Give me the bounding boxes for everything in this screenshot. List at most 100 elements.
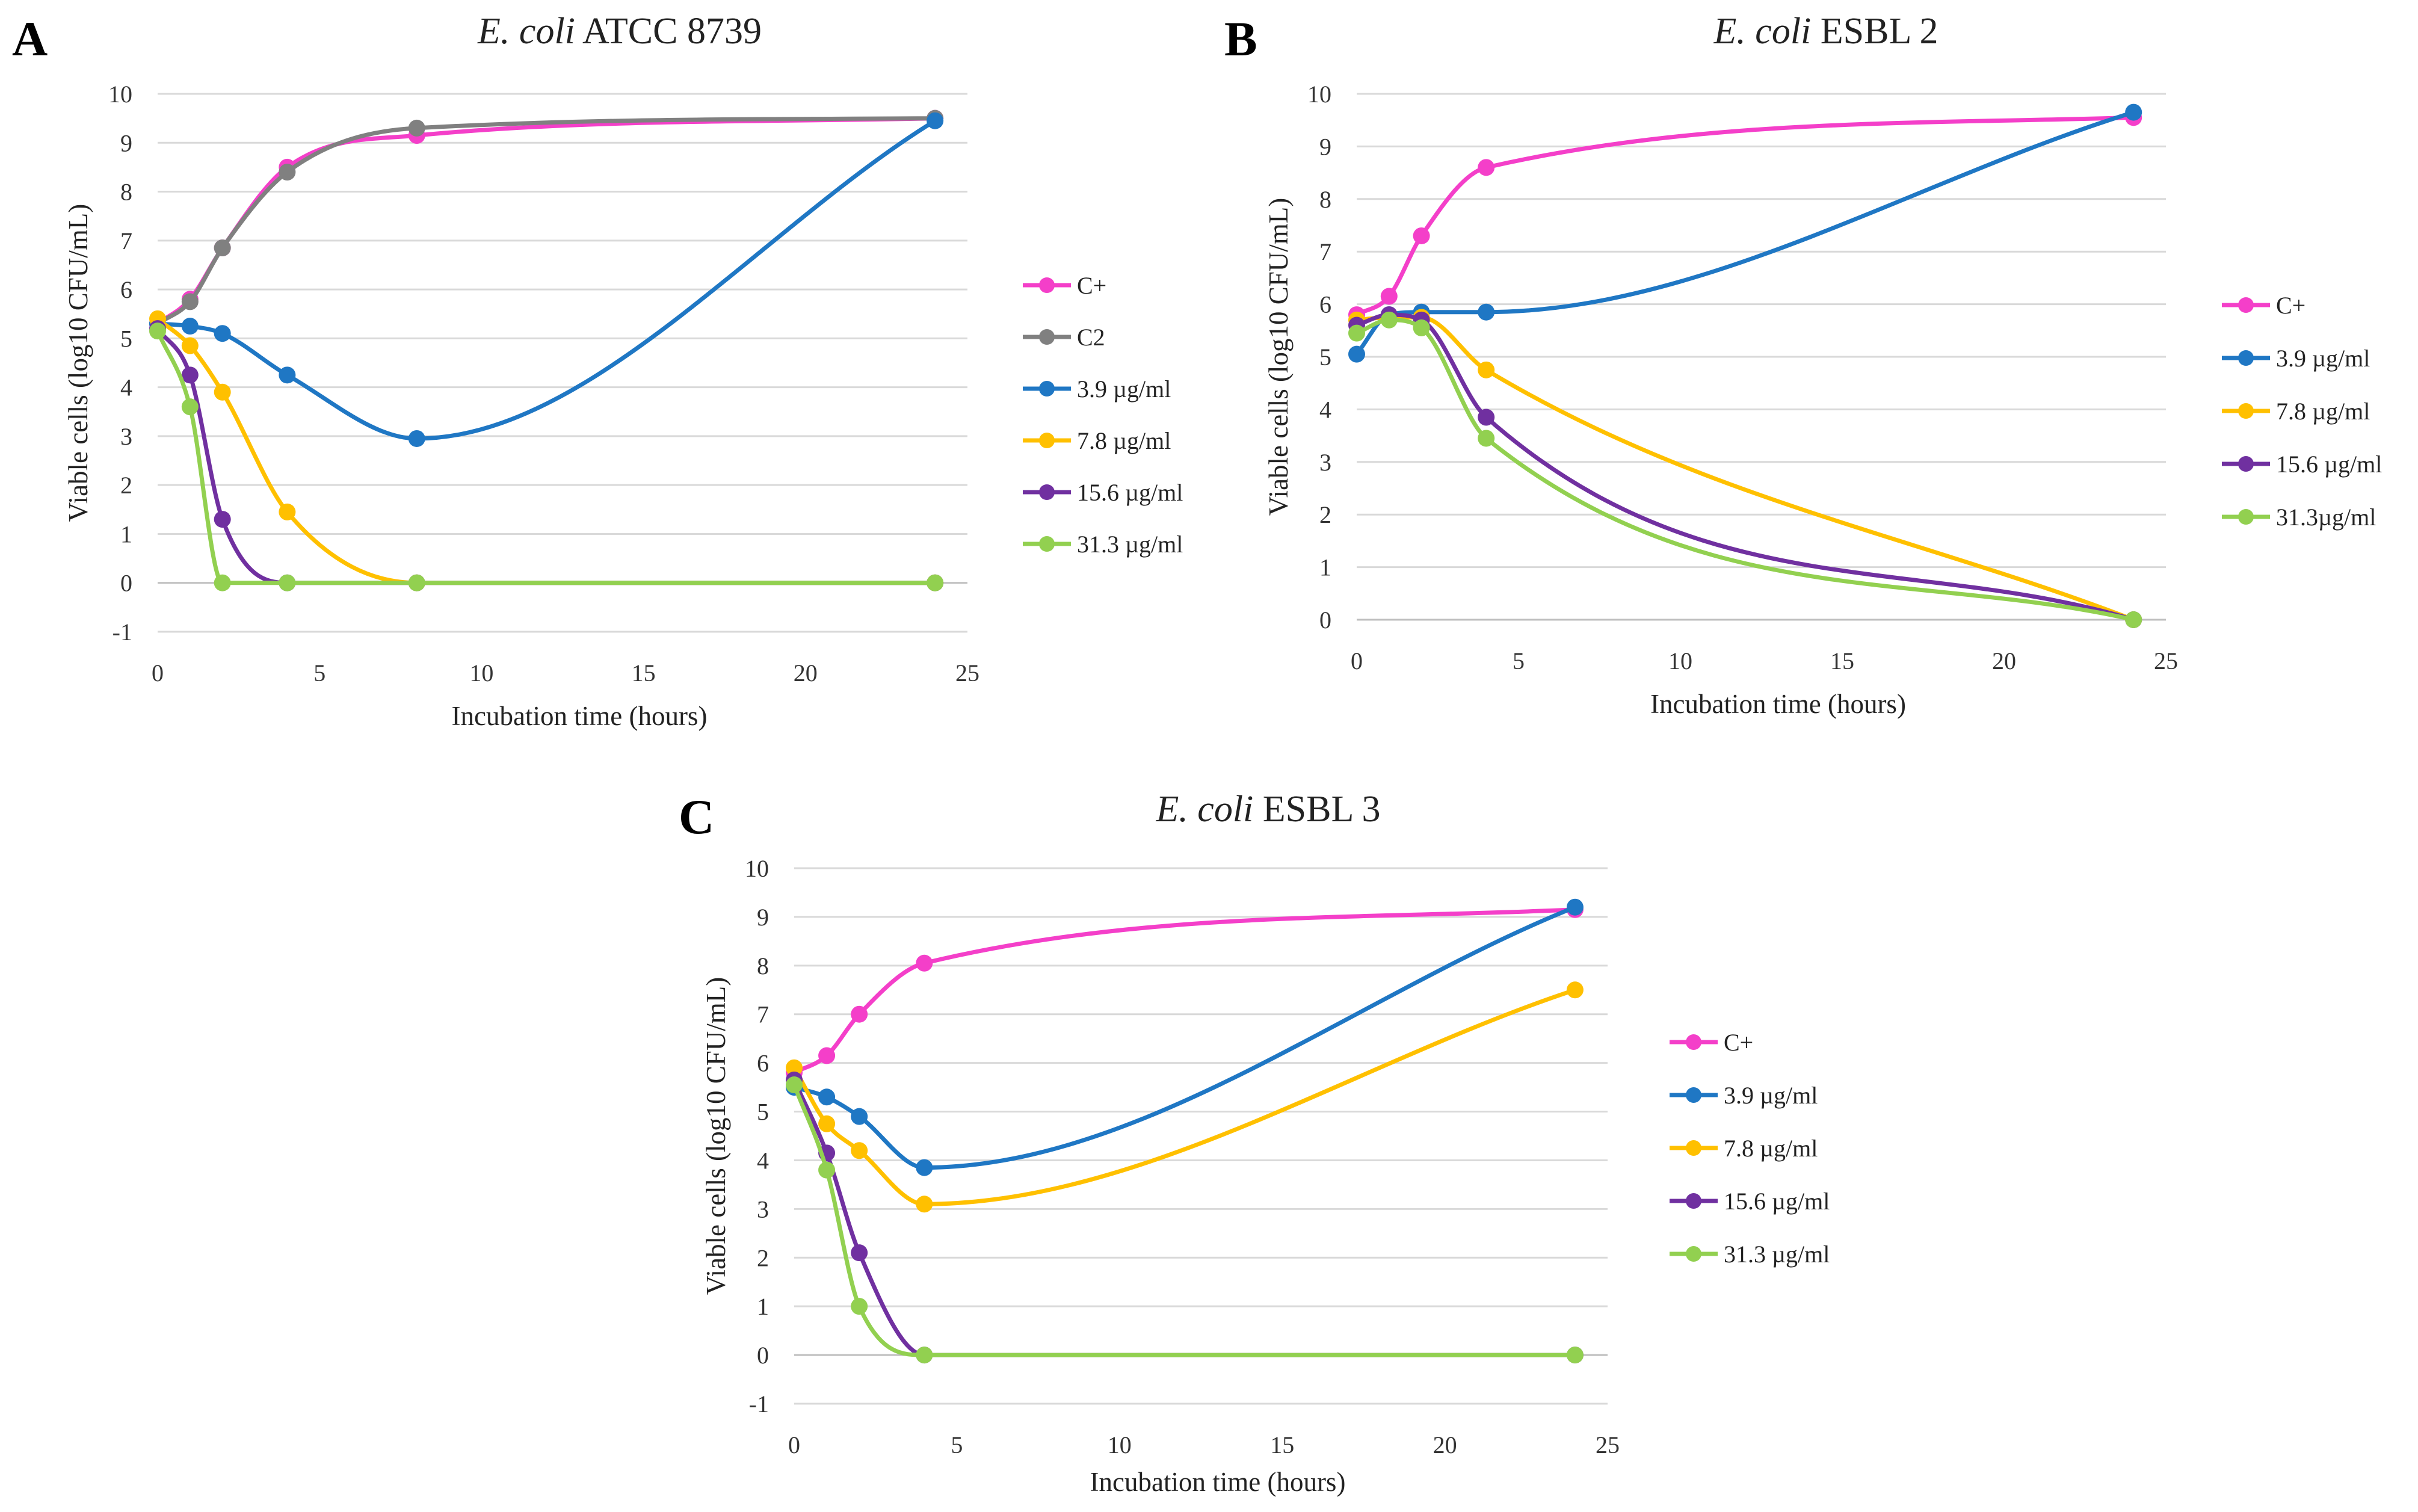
legend-label-c2: C2 — [1077, 324, 1105, 351]
data-point-3-9-g-ml — [1478, 303, 1495, 321]
data-point-3-9-g-ml — [1348, 345, 1365, 363]
data-point-15-6-g-ml — [1478, 409, 1495, 426]
legend-marker-31-3-g-ml — [1686, 1246, 1701, 1262]
y-tick-label: 2 — [1319, 501, 1331, 528]
y-tick-label: 0 — [120, 570, 132, 597]
y-tick-label: 3 — [1319, 449, 1331, 476]
chart-title-italic: E. coli — [1155, 789, 1253, 830]
x-tick-label: 20 — [1992, 647, 2016, 674]
chart-title: E. coli ATCC 8739 — [477, 11, 762, 52]
legend-label-3-9-g-ml: 3.9 µg/ml — [1077, 375, 1171, 403]
legend-marker-31-3-g-ml — [2238, 509, 2254, 525]
y-tick-label: 0 — [1319, 606, 1331, 634]
x-tick-label: 25 — [2154, 647, 2178, 674]
data-point-c2 — [408, 119, 425, 137]
y-tick-label: 6 — [1319, 291, 1331, 318]
legend-label-15-6-g-ml: 15.6 µg/ml — [2276, 451, 2382, 478]
y-tick-label: -1 — [113, 619, 132, 646]
y-tick-label: 7 — [757, 1001, 769, 1028]
panel-b: B E. coli ESBL 2 0 1 2 3 4 5 6 7 8 9 10 0 5 10 15 20 25 Inc… — [1224, 11, 2382, 719]
x-axis-label: Incubation time (hours) — [1650, 689, 1906, 719]
chart-title-rest: ESBL 3 — [1253, 789, 1380, 830]
data-point-7-8-g-ml — [1566, 981, 1584, 999]
legend-label-3-9-g-ml: 3.9 µg/ml — [2276, 345, 2370, 372]
x-tick-label: 15 — [1830, 647, 1854, 674]
data-point-3-9-g-ml — [818, 1088, 836, 1106]
x-tick-label: 25 — [955, 659, 979, 687]
data-point-7-8-g-ml — [916, 1196, 933, 1213]
data-point-31-3-g-ml — [1380, 311, 1398, 329]
data-point-3-9-g-ml — [181, 318, 199, 335]
data-point-31-3-g-ml — [149, 322, 166, 340]
y-tick-label: 4 — [1319, 396, 1331, 423]
data-point-15-6-g-ml — [214, 511, 231, 528]
legend-marker-c — [2238, 297, 2254, 313]
data-point-31-3-g-ml — [786, 1076, 803, 1094]
chart-title-rest: ATCC 8739 — [575, 11, 762, 52]
data-point-31-3-g-ml — [1348, 324, 1365, 342]
data-point-7-8-g-ml — [181, 337, 199, 354]
legend-label-31-3-g-ml: 31.3 µg/ml — [1724, 1241, 1830, 1268]
legend-marker-c2 — [1039, 329, 1055, 345]
y-tick-label: 2 — [120, 472, 132, 499]
legend-marker-7-8-g-ml — [2238, 403, 2254, 419]
series-line-15-6-g-ml — [792, 1078, 1578, 1357]
series-line-c — [792, 907, 1578, 1075]
y-tick-label: 1 — [757, 1293, 769, 1320]
data-point-7-8-g-ml — [279, 503, 296, 520]
x-tick-label: 5 — [1513, 647, 1525, 674]
data-point-c — [851, 1005, 868, 1023]
data-point-31-3-g-ml — [1566, 1347, 1584, 1364]
data-point-7-8-g-ml — [214, 383, 231, 401]
data-point-3-9-g-ml — [851, 1108, 868, 1125]
legend-label-3-9-g-ml: 3.9 µg/ml — [1724, 1082, 1818, 1109]
data-point-3-9-g-ml — [927, 112, 944, 129]
legend-marker-15-6-g-ml — [2238, 456, 2254, 472]
data-point-3-9-g-ml — [214, 325, 231, 342]
x-tick-label: 20 — [1433, 1431, 1457, 1458]
data-point-3-9-g-ml — [916, 1159, 933, 1176]
chart-title: E. coli ESBL 2 — [1713, 11, 1938, 52]
data-point-7-8-g-ml — [1478, 361, 1495, 378]
data-point-31-3-g-ml — [818, 1161, 836, 1179]
x-axis-label: Incubation time (hours) — [452, 701, 708, 731]
data-point-31-3-g-ml — [214, 574, 231, 591]
x-tick-label: 0 — [788, 1431, 800, 1458]
data-point-c — [916, 954, 933, 972]
legend-marker-31-3-g-ml — [1039, 536, 1055, 552]
x-tick-label: 10 — [469, 659, 493, 687]
data-point-7-8-g-ml — [851, 1142, 868, 1159]
y-tick-label: 4 — [757, 1147, 769, 1174]
data-point-31-3-g-ml — [927, 574, 944, 591]
y-axis-label: Viable cells (log10 CFU/mL) — [1263, 198, 1294, 516]
data-point-3-9-g-ml — [279, 366, 296, 384]
data-point-c — [1380, 288, 1398, 305]
data-point-31-3-g-ml — [181, 398, 199, 416]
legend-marker-15-6-g-ml — [1686, 1193, 1701, 1209]
y-tick-label: 6 — [757, 1050, 769, 1077]
x-tick-label: 15 — [632, 659, 656, 687]
legend-marker-7-8-g-ml — [1686, 1140, 1701, 1156]
series-line-31-3-g-ml — [1354, 318, 2136, 622]
y-tick-label: 7 — [120, 227, 132, 255]
y-axis-label: Viable cells (log10 CFU/mL) — [63, 204, 93, 522]
data-point-15-6-g-ml — [851, 1244, 868, 1262]
data-point-c2 — [181, 293, 199, 310]
series-line-3-9-g-ml — [155, 119, 937, 441]
x-tick-label: 0 — [1351, 647, 1363, 674]
data-point-c — [1478, 159, 1495, 176]
data-point-31-3-g-ml — [279, 574, 296, 591]
y-tick-label: 5 — [757, 1099, 769, 1126]
data-point-31-3-g-ml — [1478, 430, 1495, 447]
data-point-31-3-g-ml — [916, 1347, 933, 1364]
legend-marker-c — [1039, 277, 1055, 293]
y-tick-label: 2 — [757, 1244, 769, 1271]
series-line-c2 — [155, 116, 937, 326]
chart-title: E. coli ESBL 3 — [1155, 789, 1380, 830]
y-tick-label: 5 — [120, 325, 132, 352]
y-tick-label: 0 — [757, 1342, 769, 1369]
x-tick-label: 10 — [1668, 647, 1692, 674]
series-line-3-9-g-ml — [1354, 110, 2136, 357]
x-tick-label: 20 — [794, 659, 818, 687]
